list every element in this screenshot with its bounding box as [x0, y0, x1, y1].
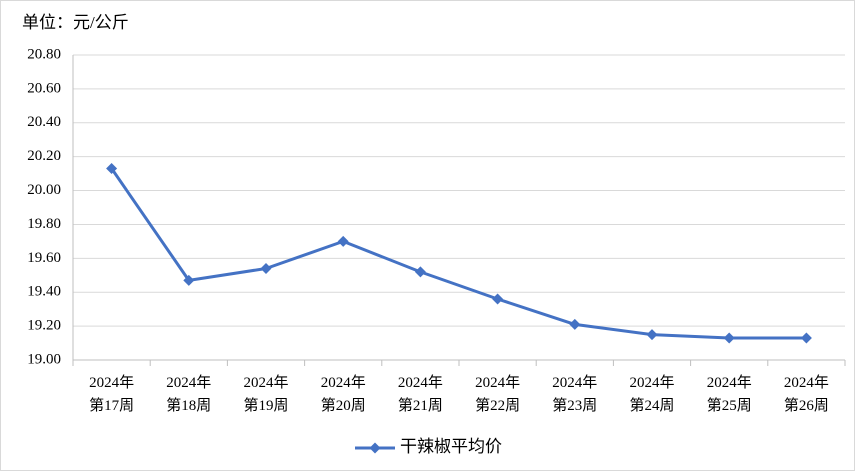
y-tick-label: 19.00 [27, 351, 61, 367]
x-tick-line: 第24周 [629, 396, 674, 414]
x-tick-label: 2024年第26周 [784, 374, 829, 414]
y-tick-label: 20.00 [27, 182, 61, 198]
x-tick-label: 2024年第25周 [707, 374, 752, 414]
y-tick-label: 20.80 [27, 46, 61, 62]
line [110, 167, 807, 340]
x-tick-line: 第18周 [166, 396, 211, 414]
y-tick-label: 19.20 [27, 318, 61, 334]
x-tick-label: 2024年第19周 [243, 374, 288, 414]
y-tick-label: 20.60 [27, 80, 61, 96]
marker [106, 163, 118, 175]
x-tick-line: 2024年 [398, 374, 443, 391]
marker [183, 274, 195, 286]
y-tick-label: 20.40 [27, 114, 61, 130]
x-tick-line: 第23周 [552, 396, 597, 414]
x-tick-line: 2024年 [166, 374, 211, 391]
marker [723, 332, 735, 344]
y-tick-label: 19.60 [27, 250, 61, 266]
x-tick-line: 2024年 [89, 374, 134, 391]
unit-label: 单位：元/公斤 [22, 13, 129, 32]
x-tick-label: 2024年第21周 [398, 374, 443, 414]
x-tick-line: 2024年 [552, 374, 597, 391]
x-tick-label: 2024年第17周 [89, 374, 134, 414]
x-tick-line: 2024年 [321, 374, 366, 391]
x-tick-label: 2024年第20周 [321, 374, 366, 414]
x-tick-label: 2024年第24周 [629, 374, 674, 414]
x-tick-line: 第20周 [321, 396, 366, 414]
marker [492, 293, 504, 305]
x-tick-line: 第21周 [398, 396, 443, 414]
marker [414, 266, 426, 278]
x-tick-line: 2024年 [243, 374, 288, 391]
x-tick-line: 2024年 [475, 374, 520, 391]
marker [337, 235, 349, 247]
x-tick-line: 第17周 [89, 396, 134, 414]
y-tick-label: 19.80 [27, 216, 61, 232]
x-tick-line: 2024年 [707, 374, 752, 391]
x-tick-label: 2024年第18周 [166, 374, 211, 414]
x-tick-line: 2024年 [784, 374, 829, 391]
marker [646, 329, 658, 341]
y-tick-label: 20.20 [27, 148, 61, 164]
legend-marker [369, 442, 381, 454]
x-tick-line: 第22周 [475, 396, 520, 414]
marker [569, 318, 581, 330]
y-tick-label: 19.40 [27, 284, 61, 300]
x-tick-line: 第26周 [784, 396, 829, 414]
x-tick-line: 第25周 [707, 396, 752, 414]
x-tick-label: 2024年第23周 [552, 374, 597, 414]
marker [260, 263, 272, 274]
marker [800, 332, 812, 344]
x-tick-label: 2024年第22周 [475, 374, 520, 414]
legend-label: 干辣椒平均价 [400, 437, 502, 456]
x-tick-line: 2024年 [629, 374, 674, 391]
x-tick-line: 第19周 [243, 396, 288, 414]
